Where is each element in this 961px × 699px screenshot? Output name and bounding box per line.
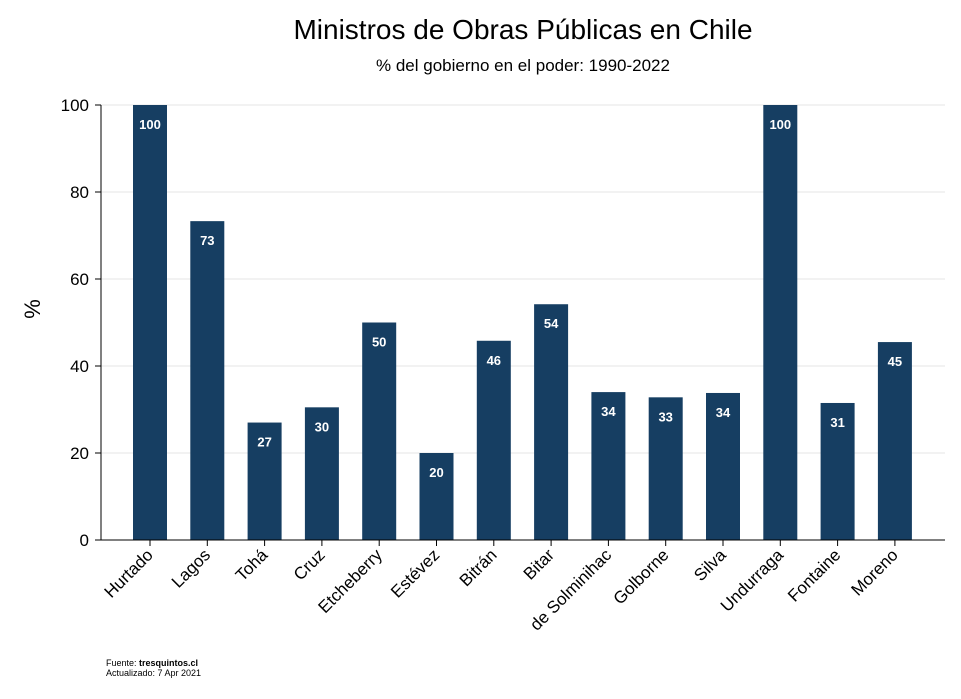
y-tick-label: 40 xyxy=(70,357,89,376)
x-tick-label: Estévez xyxy=(387,545,443,601)
bar-data-label: 34 xyxy=(601,404,616,419)
x-tick-label: Tohá xyxy=(232,545,272,585)
footer-source-prefix: Fuente: xyxy=(106,658,140,668)
bar xyxy=(648,397,683,540)
chart-subtitle: % del gobierno en el poder: 1990-2022 xyxy=(376,56,670,75)
bar-data-label: 34 xyxy=(716,405,731,420)
chart-title: Ministros de Obras Públicas en Chile xyxy=(293,14,753,45)
bar xyxy=(877,342,912,540)
bar xyxy=(763,105,798,540)
x-tick-label: Bitar xyxy=(520,545,558,583)
gridlines xyxy=(101,104,945,454)
y-tick-label: 0 xyxy=(80,531,89,550)
y-tick-label: 80 xyxy=(70,183,89,202)
bar-data-label: 30 xyxy=(315,419,329,434)
bar-data-label: 31 xyxy=(830,415,844,430)
bar xyxy=(534,304,569,540)
y-tick-label: 100 xyxy=(61,96,89,115)
bar-data-label: 73 xyxy=(200,233,214,248)
y-axis-label: % xyxy=(20,299,45,319)
bar-data-label: 20 xyxy=(429,465,443,480)
bar xyxy=(247,422,282,540)
y-tick-label: 60 xyxy=(70,270,89,289)
footer: Fuente: tresquintos.cl Actualizado: 7 Ap… xyxy=(106,658,201,678)
x-tick-label: Bitrán xyxy=(456,545,501,590)
bar-data-label: 54 xyxy=(544,316,559,331)
x-tick-label: Cruz xyxy=(290,545,329,584)
x-tick-label: Moreno xyxy=(848,545,902,599)
bar xyxy=(706,392,740,540)
bar-data-label: 100 xyxy=(139,117,161,132)
bar xyxy=(362,322,397,540)
y-tick-label: 20 xyxy=(70,444,89,463)
bar-data-label: 33 xyxy=(658,409,672,424)
bar xyxy=(820,402,855,540)
x-tick-label: Lagos xyxy=(168,545,214,591)
x-tick-label: Hurtado xyxy=(101,545,157,601)
bar xyxy=(190,221,225,540)
x-tick-label: Fontaine xyxy=(784,545,844,605)
x-tick-label: Golborne xyxy=(610,545,673,608)
bar xyxy=(591,392,626,540)
bar-data-label: 45 xyxy=(888,354,902,369)
bar xyxy=(476,340,511,540)
footer-source: Fuente: tresquintos.cl xyxy=(106,658,201,668)
bar xyxy=(304,407,339,540)
footer-source-link: tresquintos.cl xyxy=(139,658,199,668)
footer-updated: Actualizado: 7 Apr 2021 xyxy=(106,668,202,678)
bar xyxy=(419,453,454,540)
bars: 100 73 27 30 50 20 46 54 34 33 34 100 31 45 xyxy=(133,105,912,540)
bar xyxy=(133,105,167,540)
x-tick-label: Undurraga xyxy=(717,545,788,616)
x-tick-label: Silva xyxy=(690,545,730,585)
bar-data-label: 100 xyxy=(769,117,791,132)
y-axis: 0 20 40 60 80 100 xyxy=(61,96,102,550)
bar-data-label: 50 xyxy=(372,335,386,350)
bar-data-label: 27 xyxy=(257,435,271,450)
bar-data-label: 46 xyxy=(487,353,501,368)
